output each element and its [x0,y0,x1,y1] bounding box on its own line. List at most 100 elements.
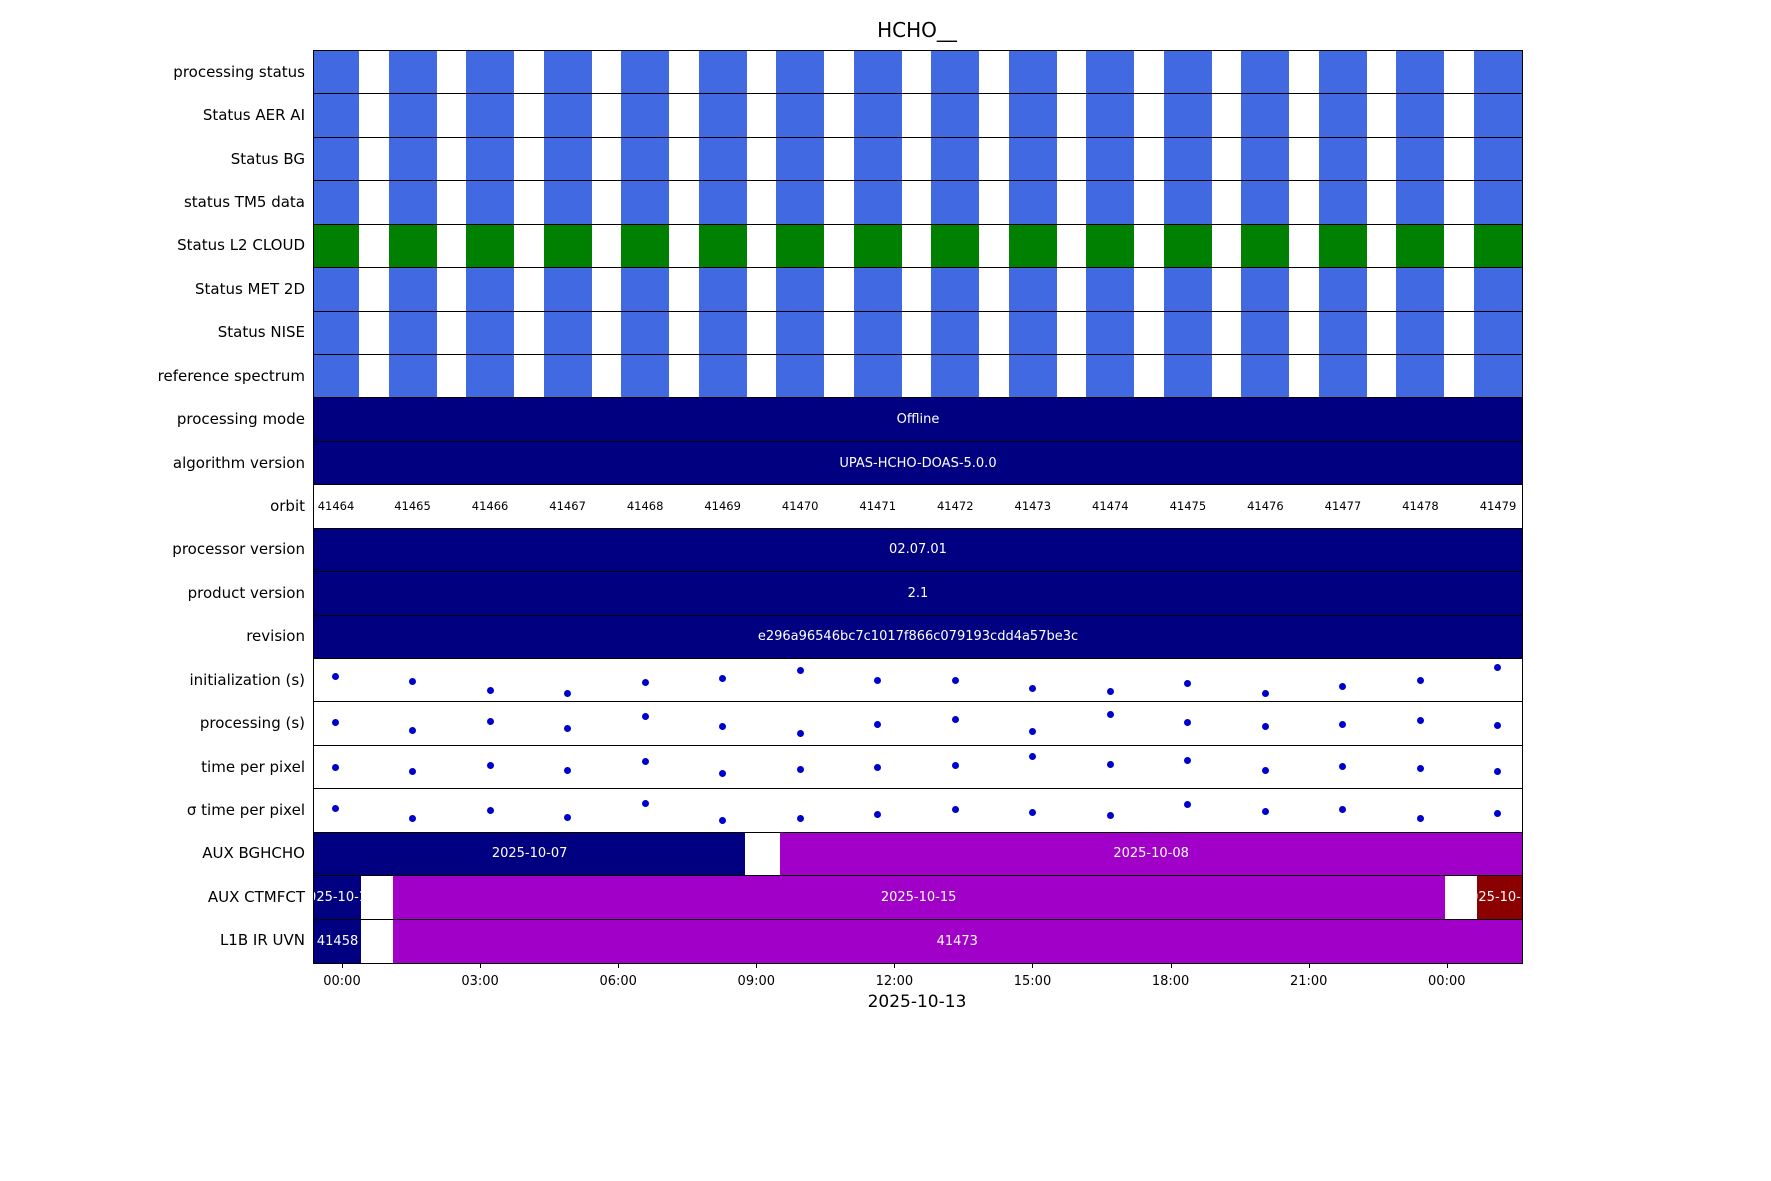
scatter-dot [1184,801,1192,809]
x-tick-label: 09:00 [737,974,776,989]
status-block [1473,224,1522,268]
status-block [931,268,980,311]
status-block [931,51,980,94]
status-block [621,94,670,137]
status-block [543,311,592,354]
row-time-per-pixel [314,789,1522,833]
status-block [1318,311,1367,354]
scatter-dot [1029,753,1037,761]
row-status-bg [314,137,1522,182]
status-block [621,137,670,181]
status-block [853,268,902,311]
orbit-label: 41478 [1402,499,1439,514]
status-block [1473,311,1522,354]
status-block [776,137,825,181]
scatter-dot [1416,764,1424,772]
status-block [1241,311,1290,354]
row-reference-spectrum [314,355,1522,399]
scatter-dot [1416,814,1424,822]
row-label-aux-bghcho: AUX BGHCHO [202,844,305,863]
scatter-dot [409,677,417,685]
scatter-dot [719,770,727,778]
status-block [1008,268,1057,311]
status-block [698,181,747,224]
scatter-dot [331,804,339,812]
status-block [543,355,592,398]
scatter-dot [331,718,339,726]
status-block [1008,181,1057,224]
scatter-dot [641,800,649,808]
status-block [1008,355,1057,398]
scatter-dot [564,813,572,821]
status-block [1318,181,1367,224]
value-bar-text: e296a96546bc7c1017f866c079193cdd4a57be3c [757,629,1079,645]
scatter-dot [1339,683,1347,691]
scatter-dot [951,677,959,685]
row-processing-s [314,702,1522,746]
scatter-dot [1416,676,1424,684]
row-label-status-l2-cloud: Status L2 CLOUD [177,236,305,255]
row-label-processing-mode: processing mode [176,410,305,429]
status-block [314,355,359,398]
row-initialization-s [314,659,1522,703]
row-algorithm-version: UPAS-HCHO-DOAS-5.0.0 [314,441,1522,486]
orbit-label: 41477 [1324,499,1362,514]
value-bar-algorithm-version: UPAS-HCHO-DOAS-5.0.0 [314,441,1522,485]
x-tick-mark [341,963,343,968]
status-block [388,94,437,137]
status-block [776,51,825,94]
row-time-per-pixel [314,746,1522,790]
orbit-label: 41473 [1014,499,1052,514]
row-aux-ctmfct: 2025-10-14 2025-10-15 2025-10-16 [314,876,1522,920]
orbit-label: 41470 [781,499,819,514]
segment-2025-10-08: 2025-10-08 [780,832,1522,876]
scatter-dot [1184,718,1192,726]
x-tick-label: 00:00 [1428,974,1466,989]
scatter-dot [641,713,649,721]
status-block [853,51,902,94]
status-block [388,51,437,94]
status-block [314,268,359,311]
status-block [543,51,592,94]
status-block [314,94,359,137]
orbit-label: 41469 [704,499,741,514]
scatter-dot [951,762,959,770]
status-block [776,311,825,354]
status-block [314,137,359,181]
orbit-label: 41466 [471,499,509,514]
row-revision: e296a96546bc7c1017f866c079193cdd4a57be3c [314,615,1522,659]
status-block [388,137,437,181]
status-block [698,224,747,268]
scatter-dot [1494,810,1502,818]
status-block [853,181,902,224]
status-block [853,224,902,268]
scatter-dot [796,729,804,737]
scatter-dot [486,687,494,695]
row-label-status-met-2d: Status MET 2D [194,279,305,298]
status-block [466,94,515,137]
status-block [466,137,515,181]
plot-area: Offline UPAS-HCHO-DOAS-5.0.0 41464 41465 414… [313,50,1523,964]
segment-text: 2025-10-14 [314,889,361,905]
x-tick-label: 18:00 [1151,974,1190,989]
scatter-dot [1106,811,1114,819]
status-block [1473,137,1522,181]
scatter-dot [874,677,882,685]
status-block [1318,355,1367,398]
status-block [931,355,980,398]
row-label-reference-spectrum: reference spectrum [157,366,305,385]
status-block [1086,181,1135,224]
status-block [931,224,980,268]
segment-2025-10-07: 2025-10-07 [314,832,746,876]
status-block [931,94,980,137]
status-block [1086,355,1135,398]
x-tick-mark [756,963,758,968]
row-status-tm5-data [314,181,1522,225]
segment-41473: 41473 [392,919,1522,963]
x-tick-label: 15:00 [1013,974,1052,989]
status-block [1396,311,1445,354]
scatter-dot [874,764,882,772]
status-block [1318,51,1367,94]
row-label-revision: revision [246,627,305,646]
